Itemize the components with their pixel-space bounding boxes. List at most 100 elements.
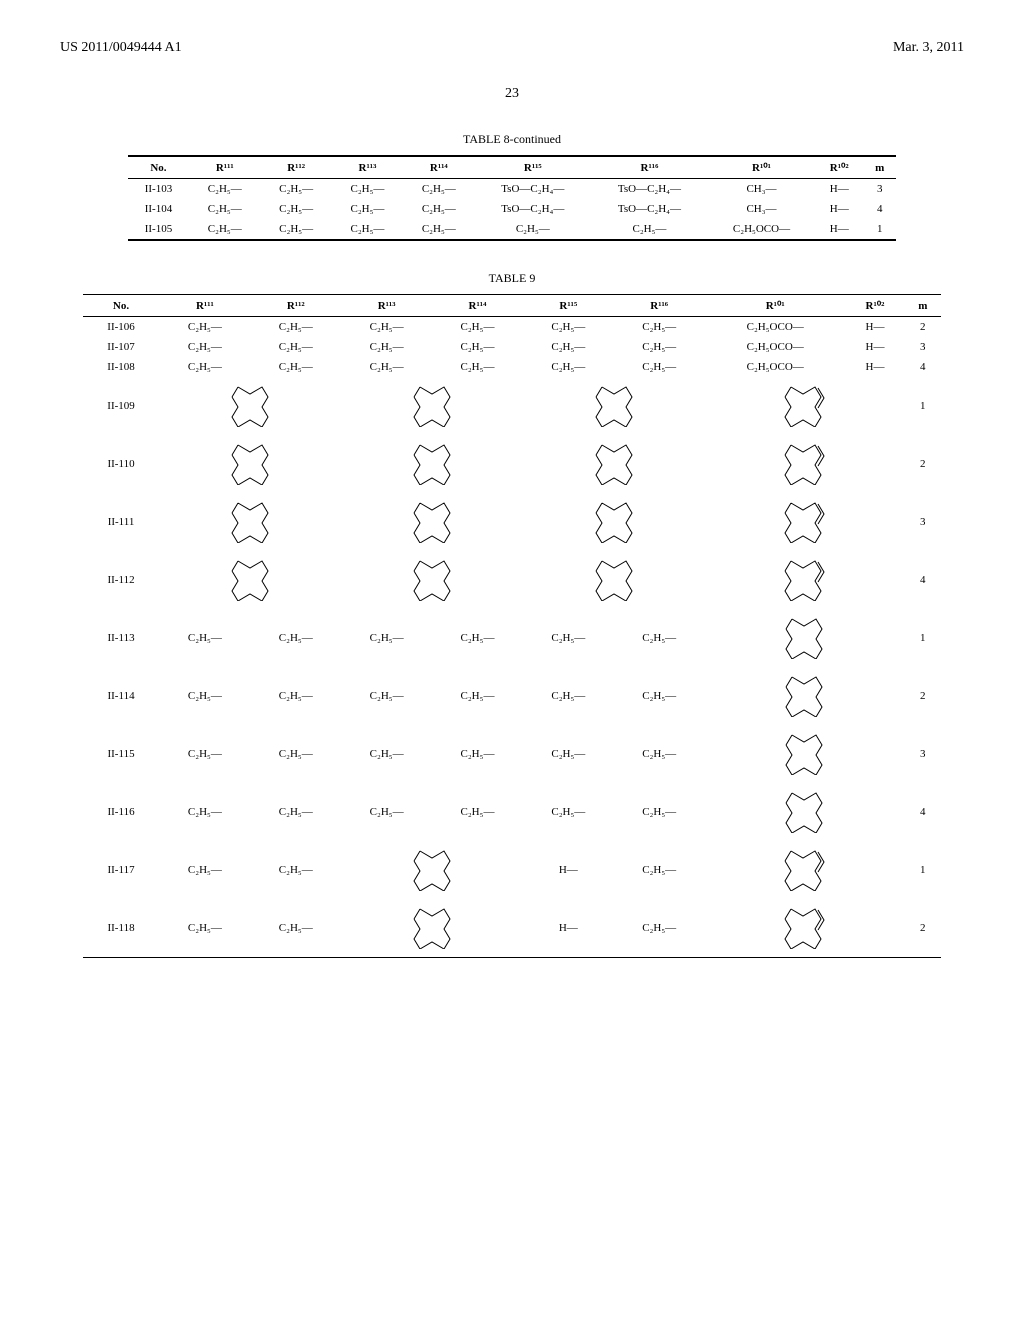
- col-r112: R¹¹²: [250, 295, 341, 317]
- table-cell: C₂H₅—: [159, 337, 250, 357]
- table-cell: C₂H₅—: [159, 357, 250, 377]
- col-r111: R¹¹¹: [189, 156, 260, 179]
- table-cell: 3: [904, 493, 941, 551]
- page-number: 23: [60, 86, 964, 102]
- table-cell: C₂H₅—: [159, 783, 250, 841]
- col-r116: R¹¹⁶: [591, 156, 708, 179]
- col-r115: R¹¹⁵: [523, 295, 614, 317]
- hex-structure: [705, 783, 905, 841]
- table-cell: C₂H₅—: [614, 337, 705, 357]
- hex-structure: [523, 435, 705, 493]
- table-cell: C₂H₅—: [332, 199, 403, 219]
- table-cell: 4: [863, 199, 896, 219]
- table-cell: II-115: [83, 725, 160, 783]
- col-r101: R¹⁰¹: [705, 295, 846, 317]
- table8: No. R¹¹¹ R¹¹² R¹¹³ R¹¹⁴ R¹¹⁵ R¹¹⁶ R¹⁰¹ R…: [128, 155, 896, 241]
- table-cell: C₂H₅—: [260, 219, 331, 240]
- table-cell: C₂H₅—: [250, 899, 341, 958]
- table-cell: II-114: [83, 667, 160, 725]
- col-r112: R¹¹²: [260, 156, 331, 179]
- table-cell: II-109: [83, 377, 160, 435]
- table-cell: C₂H₅—: [250, 667, 341, 725]
- col-r113: R¹¹³: [332, 156, 403, 179]
- table-row: II-109 1: [83, 377, 942, 435]
- table-cell: II-111: [83, 493, 160, 551]
- table-cell: C₂H₅—: [523, 337, 614, 357]
- table-cell: C₂H₅OCO—: [705, 317, 846, 338]
- table-cell: C₂H₅—: [159, 841, 250, 899]
- table-row: II-105C₂H₅—C₂H₅—C₂H₅—C₂H₅—C₂H₅—C₂H₅—C₂H₅…: [128, 219, 896, 240]
- table-cell: C₂H₅—: [523, 725, 614, 783]
- hex-structure: [705, 899, 905, 958]
- table-cell: C₂H₅—: [341, 317, 432, 338]
- hex-structure: [705, 551, 905, 609]
- hex-structure: [341, 493, 523, 551]
- hex-structure: [341, 899, 523, 958]
- table-cell: 2: [904, 899, 941, 958]
- table-cell: H—: [815, 179, 863, 200]
- table-cell: H—: [846, 357, 904, 377]
- hex-structure: [341, 377, 523, 435]
- table-cell: II-104: [128, 199, 189, 219]
- table-cell: C₂H₅OCO—: [708, 219, 815, 240]
- table-cell: CH₃—: [708, 199, 815, 219]
- table-cell: 2: [904, 435, 941, 493]
- hex-structure: [705, 667, 905, 725]
- table-cell: C₂H₅—: [523, 357, 614, 377]
- table-cell: C₂H₅—: [591, 219, 708, 240]
- table-row: II-104C₂H₅—C₂H₅—C₂H₅—C₂H₅—TsO—C₂H₄—TsO—C…: [128, 199, 896, 219]
- table-cell: C₂H₅—: [432, 357, 523, 377]
- table-row: II-103C₂H₅—C₂H₅—C₂H₅—C₂H₅—TsO—C₂H₄—TsO—C…: [128, 179, 896, 200]
- table-cell: TsO—C₂H₄—: [474, 199, 591, 219]
- table-cell: C₂H₅—: [614, 841, 705, 899]
- table-cell: II-118: [83, 899, 160, 958]
- table-cell: C₂H₅—: [250, 609, 341, 667]
- table-row: II-117 C₂H₅— C₂H₅— H— C₂H₅— 1: [83, 841, 942, 899]
- table-cell: C₂H₅—: [614, 667, 705, 725]
- table-cell: C₂H₅—: [432, 317, 523, 338]
- table-cell: C₂H₅—: [432, 337, 523, 357]
- hex-structure: [341, 435, 523, 493]
- table-cell: 3: [904, 337, 941, 357]
- col-r102: R¹⁰²: [815, 156, 863, 179]
- col-no: No.: [83, 295, 160, 317]
- table9: No. R¹¹¹ R¹¹² R¹¹³ R¹¹⁴ R¹¹⁵ R¹¹⁶ R¹⁰¹ R…: [83, 294, 942, 958]
- table-cell: C₂H₅—: [159, 725, 250, 783]
- table-cell: H—: [815, 199, 863, 219]
- table-row: II-115 C₂H₅— C₂H₅— C₂H₅— C₂H₅— C₂H₅— C₂H…: [83, 725, 942, 783]
- table-cell: C₂H₅—: [260, 199, 331, 219]
- table-cell: C₂H₅—: [250, 337, 341, 357]
- table-row: II-118 C₂H₅— C₂H₅— H— C₂H₅— 2: [83, 899, 942, 958]
- table-cell: C₂H₅—: [189, 219, 260, 240]
- table-cell: C₂H₅—: [432, 783, 523, 841]
- table-cell: C₂H₅—: [614, 317, 705, 338]
- table-cell: 2: [904, 667, 941, 725]
- table-cell: C₂H₅—: [432, 667, 523, 725]
- table-row: II-110 2: [83, 435, 942, 493]
- table-cell: C₂H₅—: [432, 725, 523, 783]
- hex-structure: [341, 841, 523, 899]
- hex-structure: [159, 435, 341, 493]
- patent-date: Mar. 3, 2011: [893, 40, 964, 56]
- table-cell: C₂H₅—: [159, 667, 250, 725]
- table-cell: 4: [904, 551, 941, 609]
- table-cell: 1: [904, 609, 941, 667]
- table-cell: C₂H₅OCO—: [705, 357, 846, 377]
- table-cell: 4: [904, 783, 941, 841]
- col-r101: R¹⁰¹: [708, 156, 815, 179]
- hex-structure: [523, 377, 705, 435]
- table-cell: C₂H₅—: [403, 199, 474, 219]
- table-cell: II-112: [83, 551, 160, 609]
- table-cell: TsO—C₂H₄—: [591, 179, 708, 200]
- table-cell: H—: [815, 219, 863, 240]
- table-cell: CH₃—: [708, 179, 815, 200]
- table-cell: C₂H₅—: [250, 841, 341, 899]
- table-cell: C₂H₅—: [614, 357, 705, 377]
- hex-structure: [523, 493, 705, 551]
- col-no: No.: [128, 156, 189, 179]
- table-cell: C₂H₅—: [341, 357, 432, 377]
- table-cell: C₂H₅—: [523, 667, 614, 725]
- col-r115: R¹¹⁵: [474, 156, 591, 179]
- table8-header-row: No. R¹¹¹ R¹¹² R¹¹³ R¹¹⁴ R¹¹⁵ R¹¹⁶ R¹⁰¹ R…: [128, 156, 896, 179]
- table-cell: C₂H₅—: [614, 609, 705, 667]
